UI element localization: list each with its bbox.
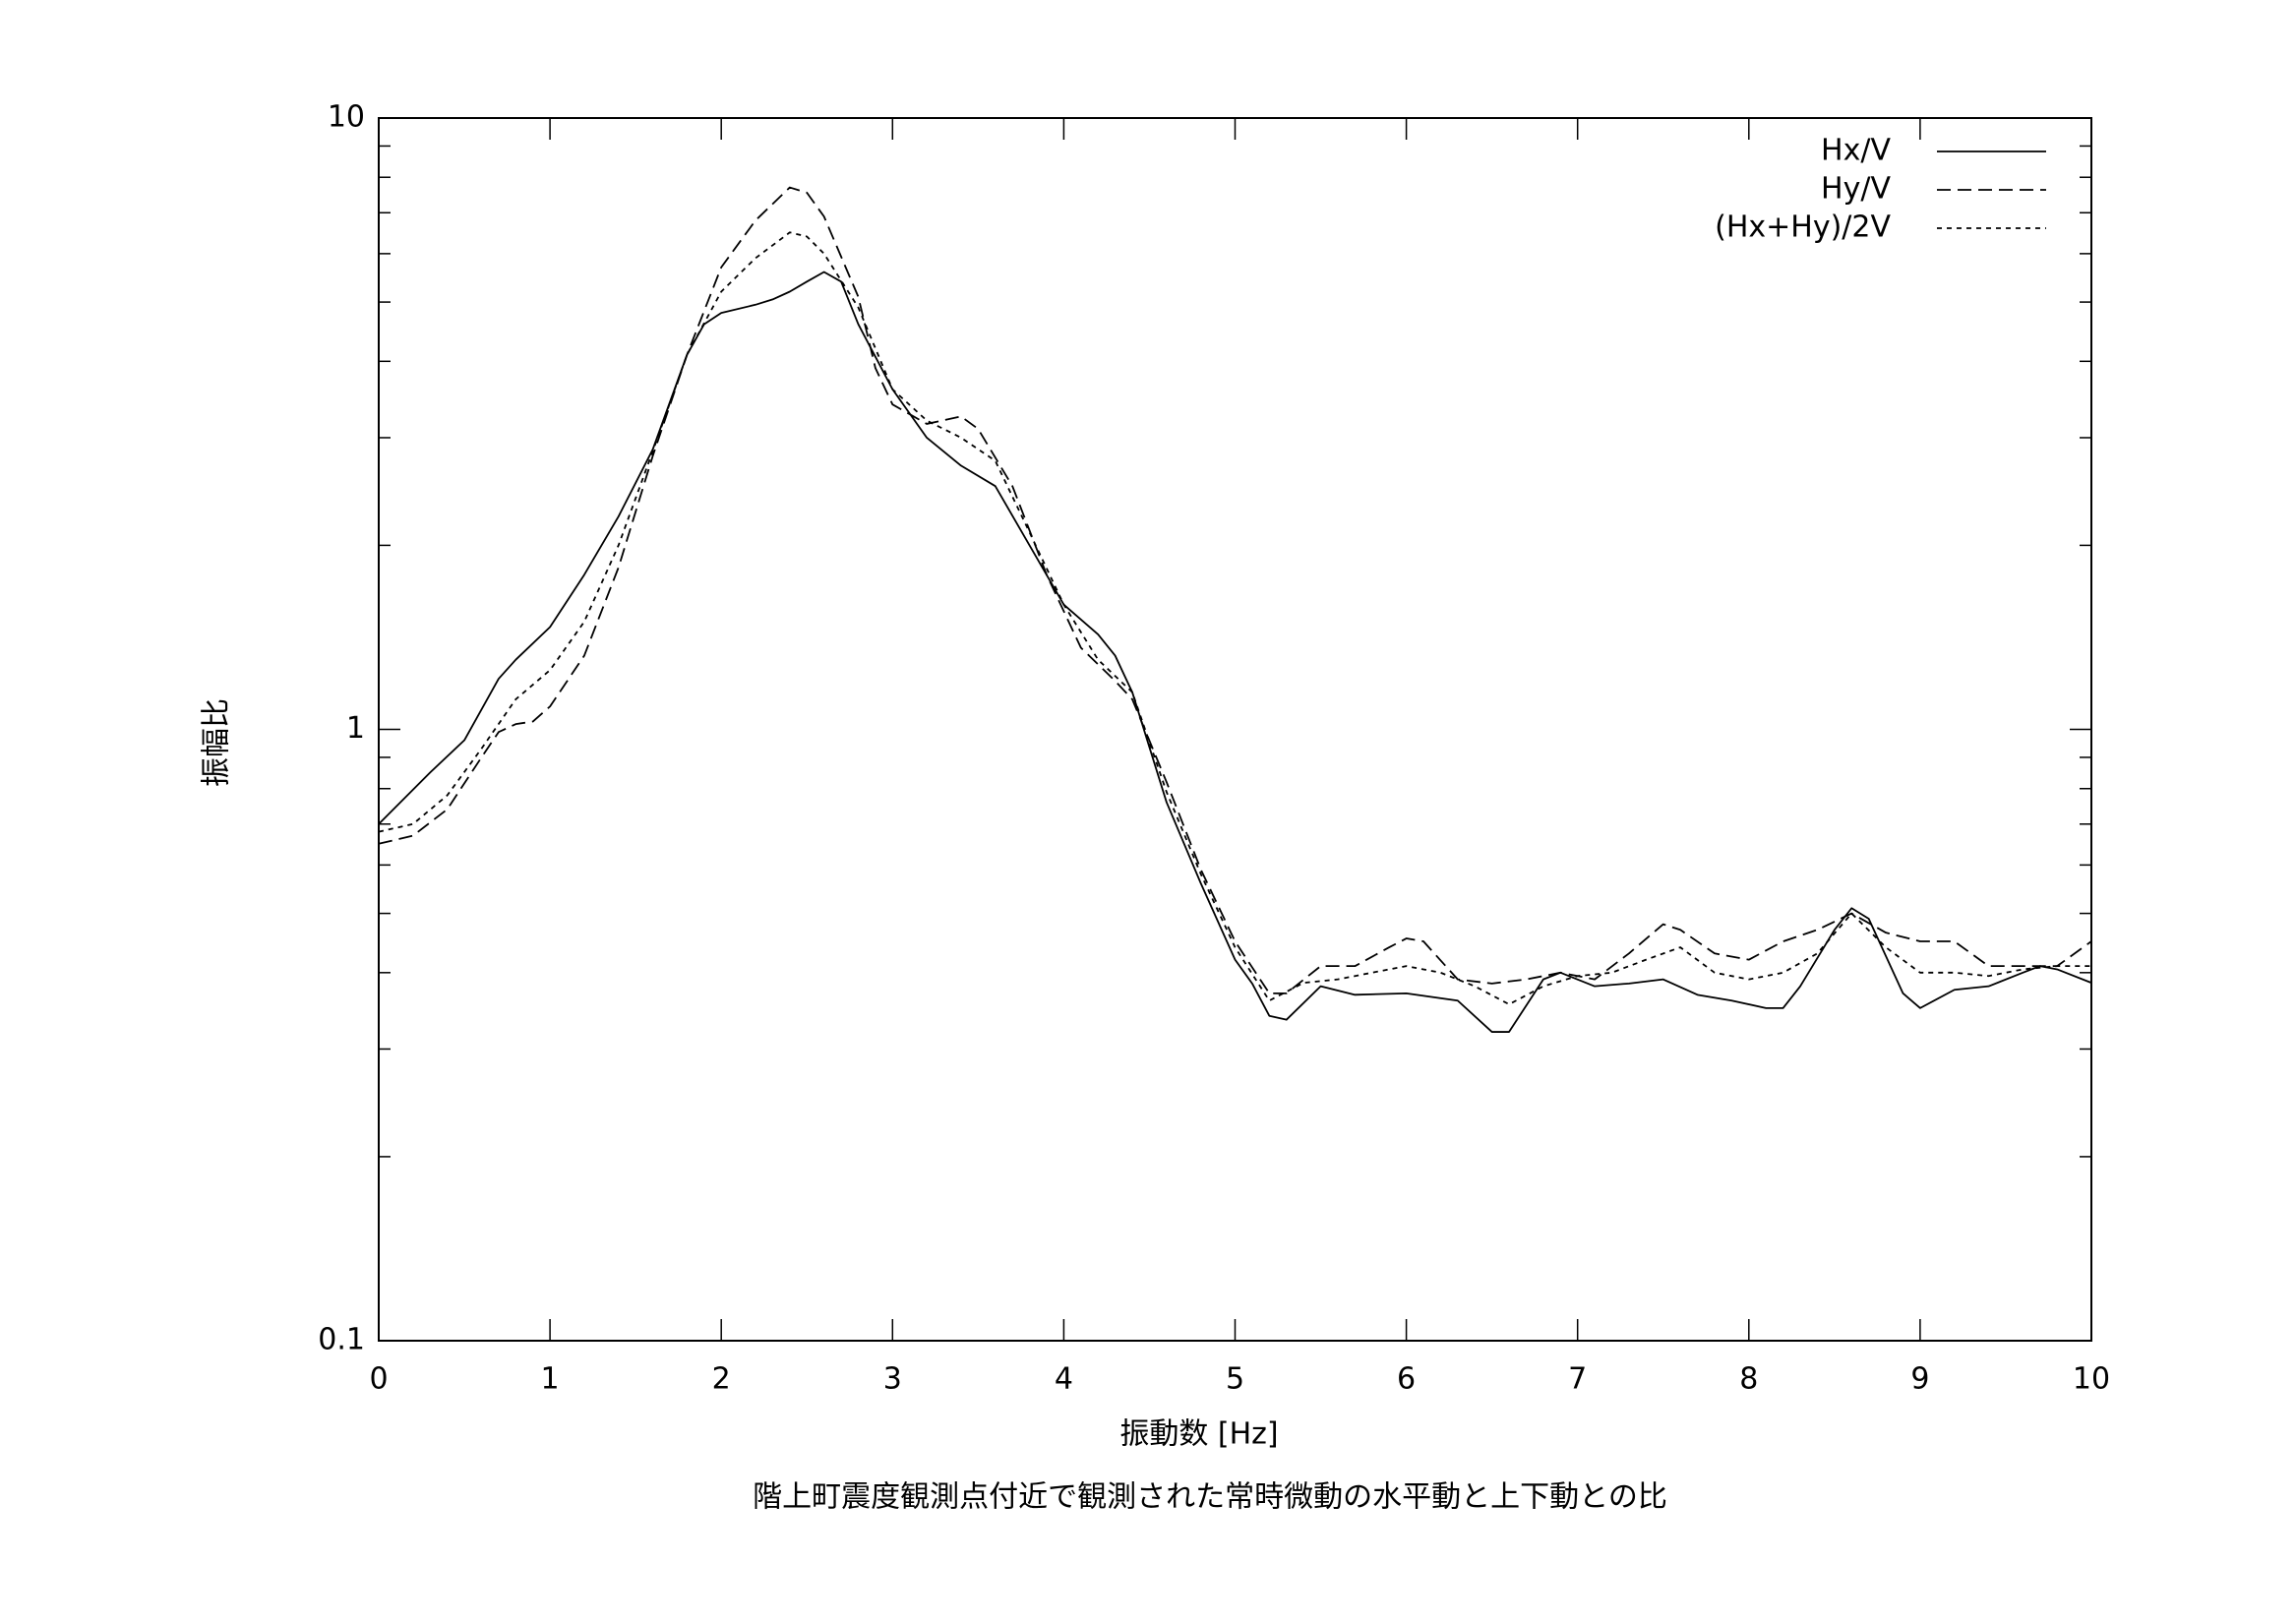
x-tick-label: 6 (1397, 1362, 1416, 1397)
x-tick-label: 7 (1568, 1362, 1587, 1397)
x-axis-label: 振動数 [Hz] (1119, 1417, 1278, 1452)
y-tick-label: 1 (346, 711, 365, 746)
x-tick-label: 8 (1739, 1362, 1758, 1397)
caption: 階上町震度観測点付近で観測された常時微動の水平動と上下動との比 (753, 1480, 1667, 1515)
y-axis-label: 振幅比 (200, 698, 234, 787)
y-tick-label: 0.1 (318, 1323, 365, 1357)
legend-label: Hx/V (1821, 134, 1891, 168)
x-tick-label: 3 (883, 1362, 902, 1397)
y-tick-label: 10 (328, 100, 365, 135)
x-tick-label: 9 (1910, 1362, 1929, 1397)
data-line (378, 231, 2091, 1005)
x-tick-label: 2 (712, 1362, 731, 1397)
x-tick-label: 1 (541, 1362, 560, 1397)
x-tick-label: 10 (2073, 1362, 2110, 1397)
x-tick-label: 4 (1055, 1362, 1073, 1397)
legend-label: (Hx+Hy)/2V (1715, 211, 1891, 245)
data-line (378, 186, 2092, 994)
x-tick-label: 0 (369, 1362, 388, 1397)
x-tick-label: 5 (1226, 1362, 1244, 1397)
legend-label: Hy/V (1821, 172, 1891, 207)
